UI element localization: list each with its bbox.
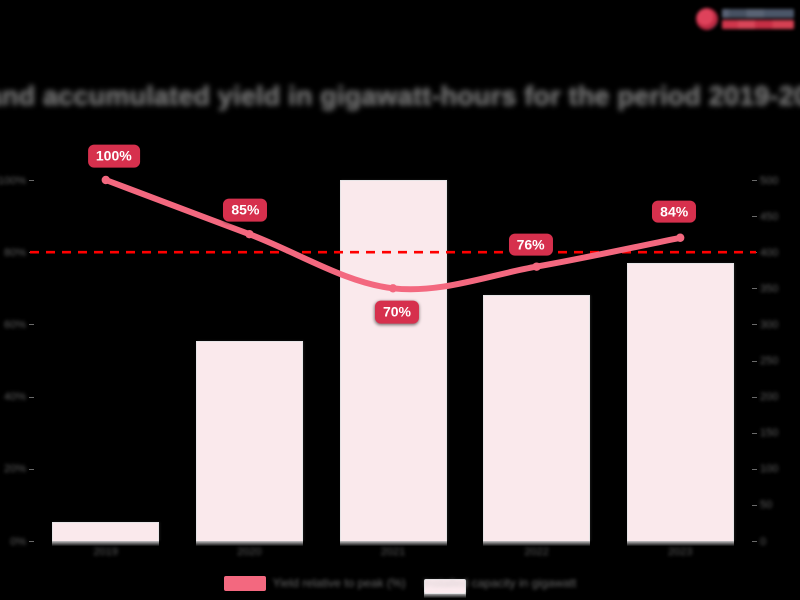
right-axis-tickmark-10 — [752, 541, 757, 542]
value-label-2020: 85% — [223, 198, 268, 222]
legend-label-line: Yield relative to peak (%) — [272, 576, 406, 590]
category-label-2021: 2021 — [380, 546, 406, 558]
right-axis-tick-9: 50 — [760, 499, 773, 512]
chart-title-text: Installations and accumulated yield in g… — [0, 80, 800, 111]
right-axis-tickmark-1 — [752, 216, 757, 218]
left-axis-tickmark-0 — [29, 180, 34, 181]
bar-2022[interactable] — [483, 295, 591, 546]
bar-2023[interactable] — [626, 263, 734, 546]
left-axis-tick-1: 80% — [3, 246, 26, 259]
left-axis-tickmark-3 — [29, 396, 34, 398]
category-label-2019: 2019 — [93, 546, 119, 558]
right-axis-tickmark-0 — [752, 180, 757, 181]
right-axis-tick-8: 100 — [760, 463, 779, 476]
right-axis-tick-6: 200 — [760, 391, 779, 404]
legend-item-bar[interactable]: Installed capacity in gigawatt — [423, 576, 577, 598]
plot-area — [34, 170, 752, 546]
category-label-2022: 2022 — [524, 546, 549, 558]
right-axis-tickmark-8 — [752, 468, 757, 470]
right-axis-tick-2: 400 — [760, 246, 779, 259]
right-axis-tick-0: 500 — [760, 174, 779, 187]
brand-logo-wordmark — [722, 9, 794, 29]
right-axis-tick-1: 450 — [760, 210, 779, 223]
right-axis-tick-4: 300 — [760, 318, 779, 331]
value-label-2019: 100% — [87, 144, 140, 168]
right-axis-tickmark-9 — [752, 504, 757, 506]
right-axis-tick-10: 0 — [760, 535, 767, 548]
legend-swatch-bar-icon — [423, 579, 466, 598]
right-value-axis: 500 450 400 350 300 250 200 150 100 50 0 — [752, 170, 800, 548]
left-axis-tick-3: 40% — [3, 391, 26, 404]
right-axis-tickmark-6 — [752, 396, 757, 398]
left-axis-tick-5: 0% — [10, 535, 26, 548]
left-axis-tickmark-4 — [29, 468, 34, 470]
value-label-2021: 70% — [374, 300, 420, 324]
bar-2021[interactable] — [339, 180, 447, 546]
right-axis-tick-5: 250 — [760, 355, 779, 367]
legend-label-bar: Installed capacity in gigawatt — [423, 576, 577, 590]
left-axis-tick-2: 60% — [3, 318, 26, 331]
bar-2019[interactable] — [52, 522, 160, 546]
value-label-2023: 84% — [652, 200, 697, 224]
left-axis-tick-0: 100% — [0, 174, 26, 187]
left-axis-tickmark-5 — [29, 541, 34, 542]
right-axis-tickmark-3 — [752, 288, 757, 290]
brand-logo-mark-icon — [696, 8, 718, 30]
right-axis-tick-3: 350 — [760, 282, 779, 295]
right-axis-tickmark-2 — [752, 252, 757, 254]
brand-logo-line-2 — [722, 20, 794, 29]
brand-logo-line-1 — [722, 9, 794, 18]
left-axis-tick-4: 20% — [3, 463, 26, 476]
brand-logo — [696, 4, 794, 34]
left-value-axis: 100% 80% 60% 40% 20% 0% — [0, 170, 34, 548]
chart-legend: Yield relative to peak (%) Installed cap… — [0, 572, 800, 598]
bar-2020[interactable] — [195, 341, 303, 546]
category-label-2023: 2023 — [667, 546, 693, 558]
right-axis-tickmark-5 — [752, 360, 757, 362]
chart-title: Installations and accumulated yield in g… — [0, 78, 800, 114]
legend-swatch-line-icon — [223, 575, 266, 591]
left-axis-tickmark-2 — [29, 324, 34, 326]
right-axis-tick-7: 150 — [760, 427, 779, 440]
legend-item-line[interactable]: Yield relative to peak (%) — [223, 575, 406, 591]
right-axis-tickmark-4 — [752, 324, 757, 326]
value-label-2022: 76% — [508, 233, 553, 256]
category-label-2020: 2020 — [237, 546, 262, 558]
right-axis-tickmark-7 — [752, 432, 757, 434]
